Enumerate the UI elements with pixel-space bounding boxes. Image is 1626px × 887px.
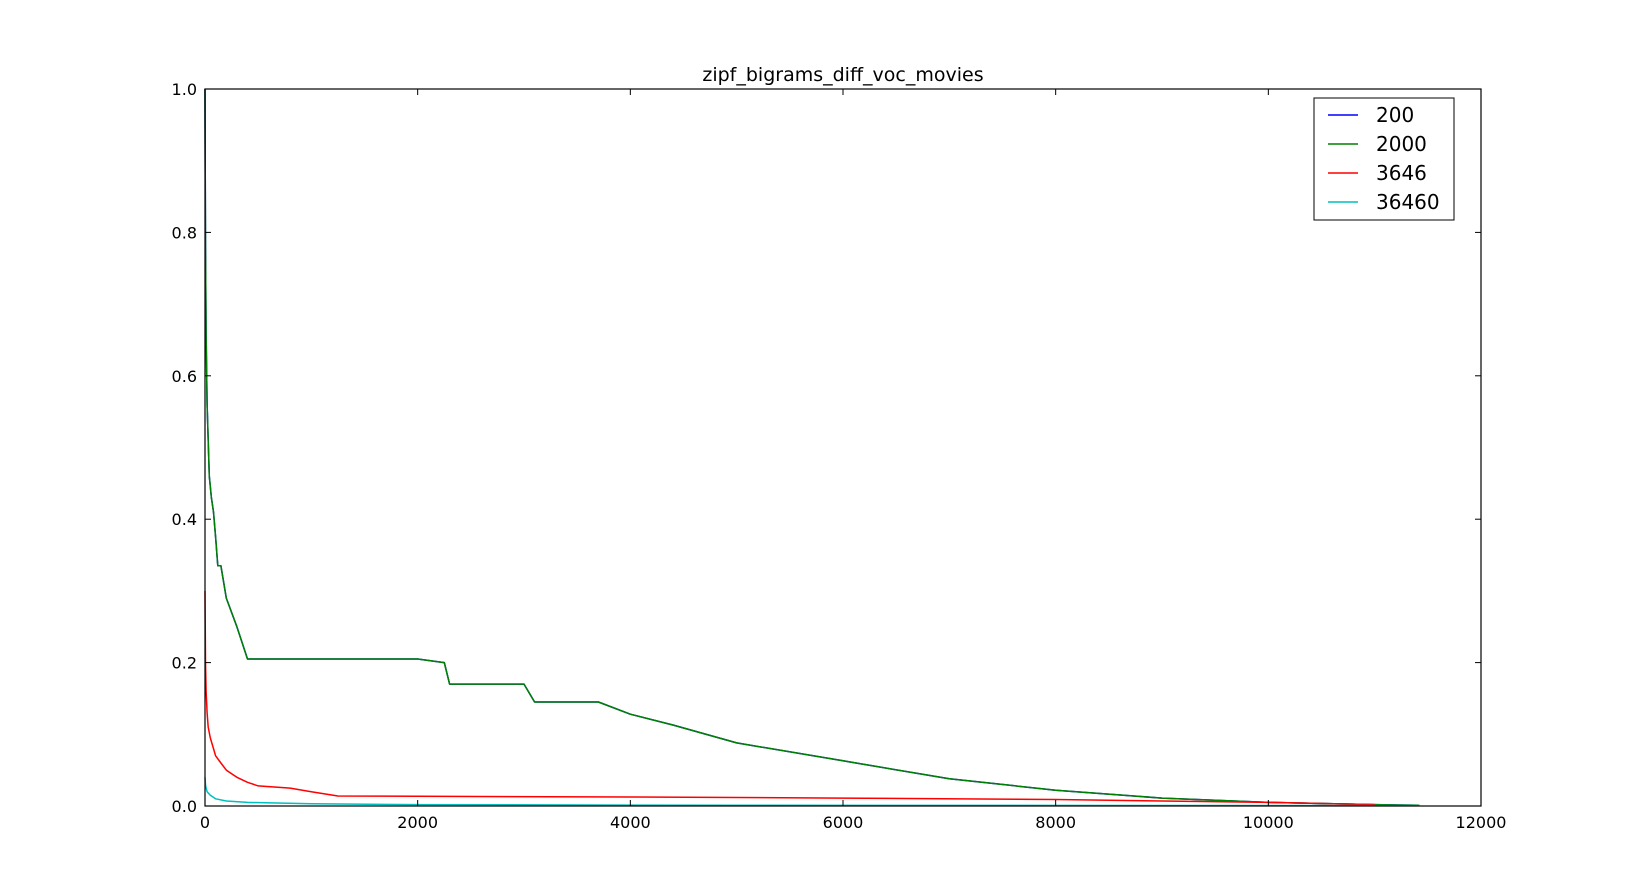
y-tick-label: 0.8 — [172, 223, 197, 242]
legend-label: 200 — [1376, 103, 1414, 127]
legend-label: 3646 — [1376, 161, 1427, 185]
legend: 200 2000 3646 36460 — [1313, 97, 1455, 221]
x-tick-label: 2000 — [397, 813, 438, 832]
x-tick-label: 10000 — [1243, 813, 1294, 832]
y-tick-label: 0.4 — [172, 510, 197, 529]
y-tick-label: 0.2 — [172, 654, 197, 673]
axes-frame — [204, 88, 1482, 807]
x-axis-ticks: 0 2000 4000 6000 8000 10000 12000 — [200, 89, 1507, 832]
legend-box — [1313, 97, 1455, 221]
x-tick-label: 4000 — [610, 813, 651, 832]
x-tick-label: 12000 — [1456, 813, 1507, 832]
series-line-3646 — [204, 590, 1375, 806]
y-tick-label: 1.0 — [172, 80, 197, 99]
series-line-2000 — [204, 88, 1420, 807]
y-tick-label: 0.6 — [172, 367, 197, 386]
x-tick-label: 0 — [200, 813, 210, 832]
y-axis-ticks: 0.0 0.2 0.4 0.6 0.8 1.0 — [172, 80, 1481, 816]
legend-label: 36460 — [1376, 190, 1440, 214]
legend-label: 2000 — [1376, 132, 1427, 156]
series-line-200 — [204, 88, 1420, 807]
x-tick-label: 8000 — [1035, 813, 1076, 832]
y-tick-label: 0.0 — [172, 797, 197, 816]
x-tick-label: 6000 — [823, 813, 864, 832]
series-line-36460 — [204, 777, 1420, 807]
plot-lines — [204, 88, 1420, 807]
chart-title: zipf_bigrams_diff_voc_movies — [702, 64, 983, 86]
